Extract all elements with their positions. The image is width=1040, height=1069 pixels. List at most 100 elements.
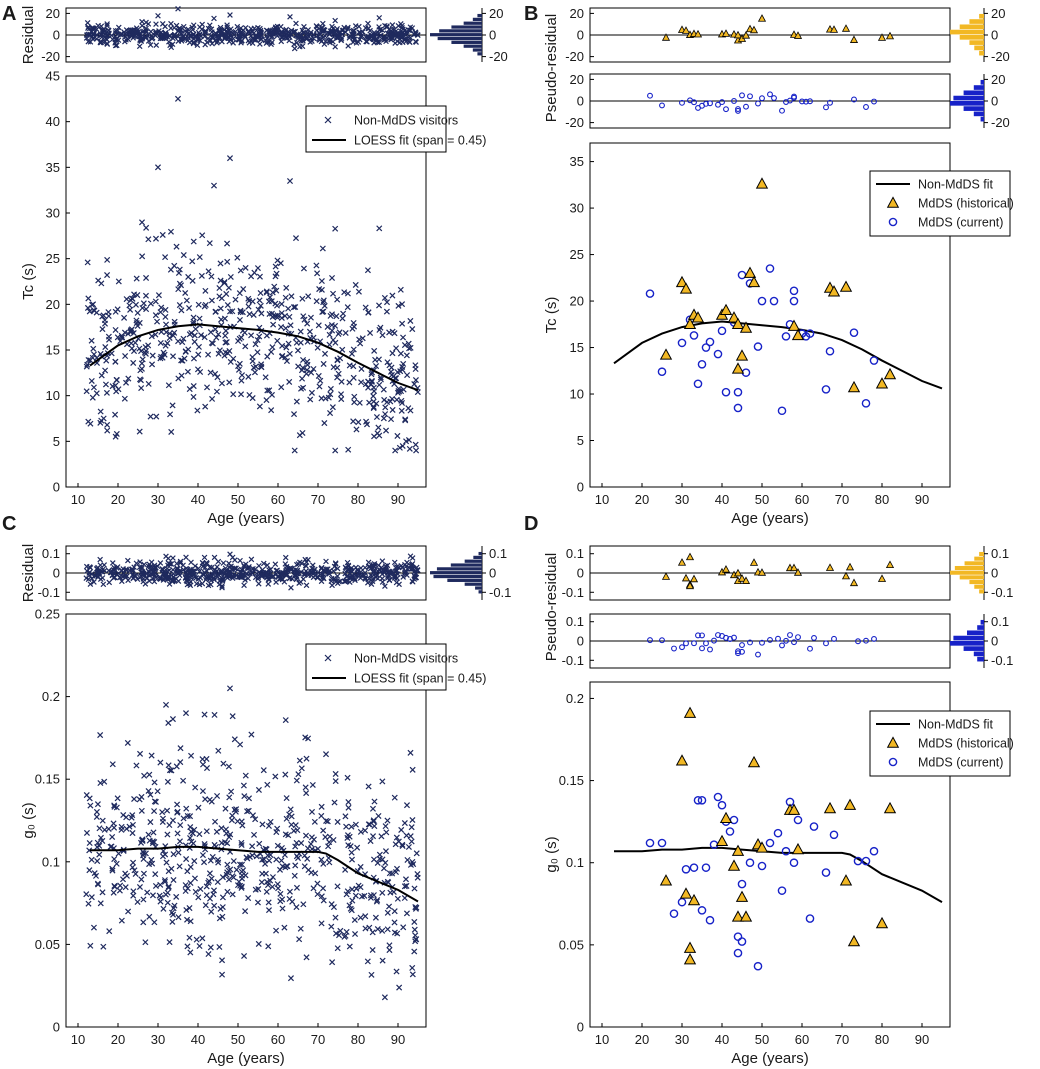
data-point-x — [203, 755, 210, 762]
residual-point-x — [345, 43, 352, 49]
y-tick-label: 0.1 — [566, 614, 584, 629]
data-point-x — [209, 395, 216, 402]
data-point-x — [125, 908, 132, 915]
data-point-x — [220, 760, 227, 767]
data-point-x — [329, 959, 336, 966]
data-point-x — [184, 943, 191, 950]
residual-point-x — [349, 573, 356, 580]
y-tick-label: 0 — [577, 566, 584, 581]
data-point-circle — [717, 800, 727, 810]
residual-point-x — [95, 22, 102, 29]
data-point-x — [212, 326, 219, 333]
data-point-x — [391, 908, 398, 915]
data-point-circle — [737, 937, 747, 946]
data-point-x — [230, 391, 237, 398]
data-point-triangle — [735, 349, 749, 361]
y-tick-label: 0.1 — [991, 614, 1009, 629]
data-point-x — [286, 888, 293, 895]
x-tick-label: 90 — [915, 1032, 929, 1047]
data-point-x — [294, 855, 302, 862]
residual-point-x — [406, 27, 412, 34]
data-point-x — [234, 818, 241, 825]
residual-point-x — [384, 575, 391, 581]
data-point-x — [139, 837, 146, 844]
data-point-x — [224, 258, 231, 265]
y-tick-label: 5 — [577, 433, 584, 448]
data-point-x — [117, 882, 124, 889]
histogram-bar — [477, 52, 482, 56]
data-point-x — [102, 381, 109, 388]
data-point-x — [100, 312, 107, 319]
data-point-x — [383, 829, 390, 836]
residual-point-x — [141, 561, 147, 568]
data-point-x — [356, 336, 363, 343]
data-point-x — [327, 391, 334, 398]
data-point-x — [99, 326, 106, 333]
data-point-x — [342, 329, 349, 337]
data-point-x — [254, 337, 261, 344]
residual-point-x — [97, 556, 103, 563]
data-point-x — [278, 314, 285, 321]
residual-point-x — [382, 583, 388, 589]
data-point-x — [332, 778, 339, 785]
data-point-x — [271, 283, 278, 290]
data-point-triangle — [823, 801, 837, 814]
data-point-x — [321, 302, 328, 309]
residual-point-x — [358, 32, 365, 39]
data-point-x — [98, 372, 105, 379]
data-point-x — [170, 353, 177, 360]
data-point-x — [94, 880, 101, 887]
data-point-x — [398, 826, 405, 833]
data-point-x — [149, 860, 156, 867]
data-point-x — [249, 852, 256, 859]
data-point-x — [372, 914, 379, 921]
residual-point-x — [309, 38, 315, 44]
residual-point-x — [227, 551, 233, 558]
data-point-x — [314, 344, 321, 351]
data-point-x — [187, 813, 194, 820]
residual-point-x — [252, 33, 259, 40]
data-point-x — [96, 851, 103, 858]
data-point-x — [134, 898, 141, 906]
data-point-circle — [689, 863, 699, 872]
data-point-x — [332, 225, 339, 232]
residual-point-x — [320, 20, 326, 27]
data-point-x — [283, 358, 290, 365]
residual-point-x — [215, 571, 221, 578]
residual-point-x — [301, 571, 308, 578]
data-point-x — [292, 862, 299, 869]
data-point-x — [166, 821, 173, 829]
data-point-x — [403, 910, 410, 917]
data-point-x — [112, 358, 119, 365]
data-point-x — [293, 904, 300, 911]
data-point-x — [370, 405, 377, 412]
data-point-x — [132, 301, 139, 308]
data-point-x — [344, 290, 351, 297]
data-point-x — [386, 362, 393, 369]
data-point-x — [137, 750, 144, 757]
data-point-x — [174, 830, 181, 837]
residual-point-x — [387, 570, 394, 577]
data-point-x — [258, 310, 265, 317]
data-point-x — [226, 308, 234, 315]
residual-point-x — [173, 22, 180, 29]
y-tick-label: 20 — [570, 72, 584, 87]
data-point-x — [272, 263, 279, 270]
data-point-x — [168, 428, 175, 435]
residual-point-triangle — [757, 568, 767, 576]
data-point-triangle — [715, 834, 729, 847]
data-point-x — [97, 408, 104, 415]
residual-point-circle — [739, 648, 745, 655]
residual-point-x — [278, 31, 284, 38]
data-point-x — [338, 396, 345, 403]
data-point-x — [264, 882, 272, 889]
data-point-x — [268, 348, 275, 356]
residual-point-circle — [811, 634, 817, 641]
residual-point-x — [153, 42, 160, 49]
data-point-x — [273, 270, 280, 277]
data-point-x — [265, 298, 272, 305]
residual-point-circle — [799, 98, 805, 105]
residual-point-x — [300, 29, 307, 36]
data-point-x — [139, 304, 146, 312]
data-point-x — [85, 356, 92, 363]
